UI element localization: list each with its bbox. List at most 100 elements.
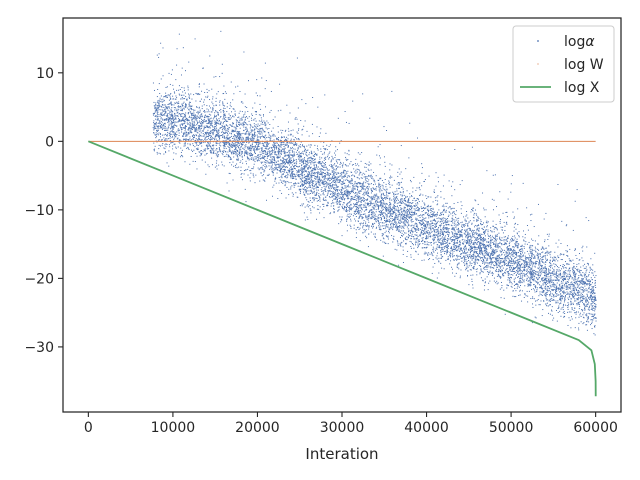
scatter-point [366,186,368,188]
scatter-point [583,317,585,319]
scatter-point [586,280,588,282]
scatter-point [239,132,241,134]
scatter-point [507,246,509,248]
scatter-point [558,269,560,271]
scatter-point [567,302,569,304]
scatter-point [518,261,520,263]
scatter-point [511,250,513,252]
scatter-point [332,158,334,160]
scatter-point [330,178,332,180]
scatter-point [401,178,403,180]
scatter-point [495,246,497,248]
scatter-point [244,152,246,154]
scatter-point [591,313,593,315]
scatter-point [275,142,277,144]
scatter-point [481,252,483,254]
scatter-point [232,141,234,143]
scatter-point [564,275,566,277]
scatter-point [550,286,552,288]
scatter-point [271,130,273,132]
scatter-point [223,127,225,129]
scatter-point [435,241,437,243]
scatter-point [578,304,580,306]
scatter-point [327,183,329,185]
scatter-point [545,272,547,274]
scatter-point [244,113,246,115]
scatter-point [284,185,286,187]
scatter-point [347,192,349,194]
scatter-point [239,127,241,129]
scatter-point [256,146,258,148]
scatter-point [482,280,484,282]
scatter-point [263,120,265,122]
scatter-point [272,174,274,176]
scatter-point [484,252,486,254]
scatter-point [355,172,357,174]
scatter-point [347,224,349,226]
scatter-point [449,242,451,244]
scatter-point [404,213,406,215]
scatter-point [236,154,238,156]
scatter-point [584,263,586,265]
scatter-point [494,238,496,240]
scatter-point [391,227,393,229]
scatter-point [227,145,229,147]
scatter-point [307,218,309,220]
scatter-point [335,197,337,199]
scatter-point [158,144,160,146]
scatter-point [179,125,181,127]
scatter-point [236,158,238,160]
scatter-point [490,246,492,248]
scatter-point [581,280,583,282]
scatter-point [342,204,344,206]
scatter-point [243,122,245,124]
scatter-point [580,274,582,276]
scatter-point [317,180,319,182]
scatter-point [396,209,398,211]
scatter-point [516,255,518,257]
scatter-point [547,252,549,254]
scatter-point [463,243,465,245]
scatter-point [585,267,587,269]
scatter-point [388,205,390,207]
scatter-point [409,215,411,217]
scatter-point [464,252,466,254]
scatter-point [447,216,449,218]
scatter-point [293,162,295,164]
scatter-point [280,137,282,139]
scatter-point [243,130,245,132]
scatter-point [388,210,390,212]
scatter-point [495,223,497,225]
scatter-point [287,173,289,175]
scatter-point [467,231,469,233]
scatter-point [279,165,281,167]
scatter-point [486,276,488,278]
scatter-point [246,133,248,135]
scatter-point [330,161,332,163]
scatter-point [544,264,546,266]
scatter-point [430,229,432,231]
scatter-point [243,141,245,143]
scatter-point [333,192,335,194]
scatter-point [297,185,299,187]
scatter-point [451,195,453,197]
scatter-point [319,158,321,160]
scatter-point [278,165,280,167]
scatter-point [509,279,511,281]
scatter-point [181,109,183,111]
scatter-point [191,118,193,120]
scatter-point [373,219,375,221]
scatter-point [350,209,352,211]
scatter-point [295,144,297,146]
scatter-point [353,196,355,198]
scatter-point [550,291,552,293]
scatter-point [275,163,277,165]
scatter-point [301,203,303,205]
scatter-point [177,103,179,105]
scatter-point [577,299,579,301]
scatter-point [355,209,357,211]
scatter-point [177,112,179,114]
scatter-point [529,285,531,287]
scatter-point [266,174,268,176]
scatter-point [412,202,414,204]
